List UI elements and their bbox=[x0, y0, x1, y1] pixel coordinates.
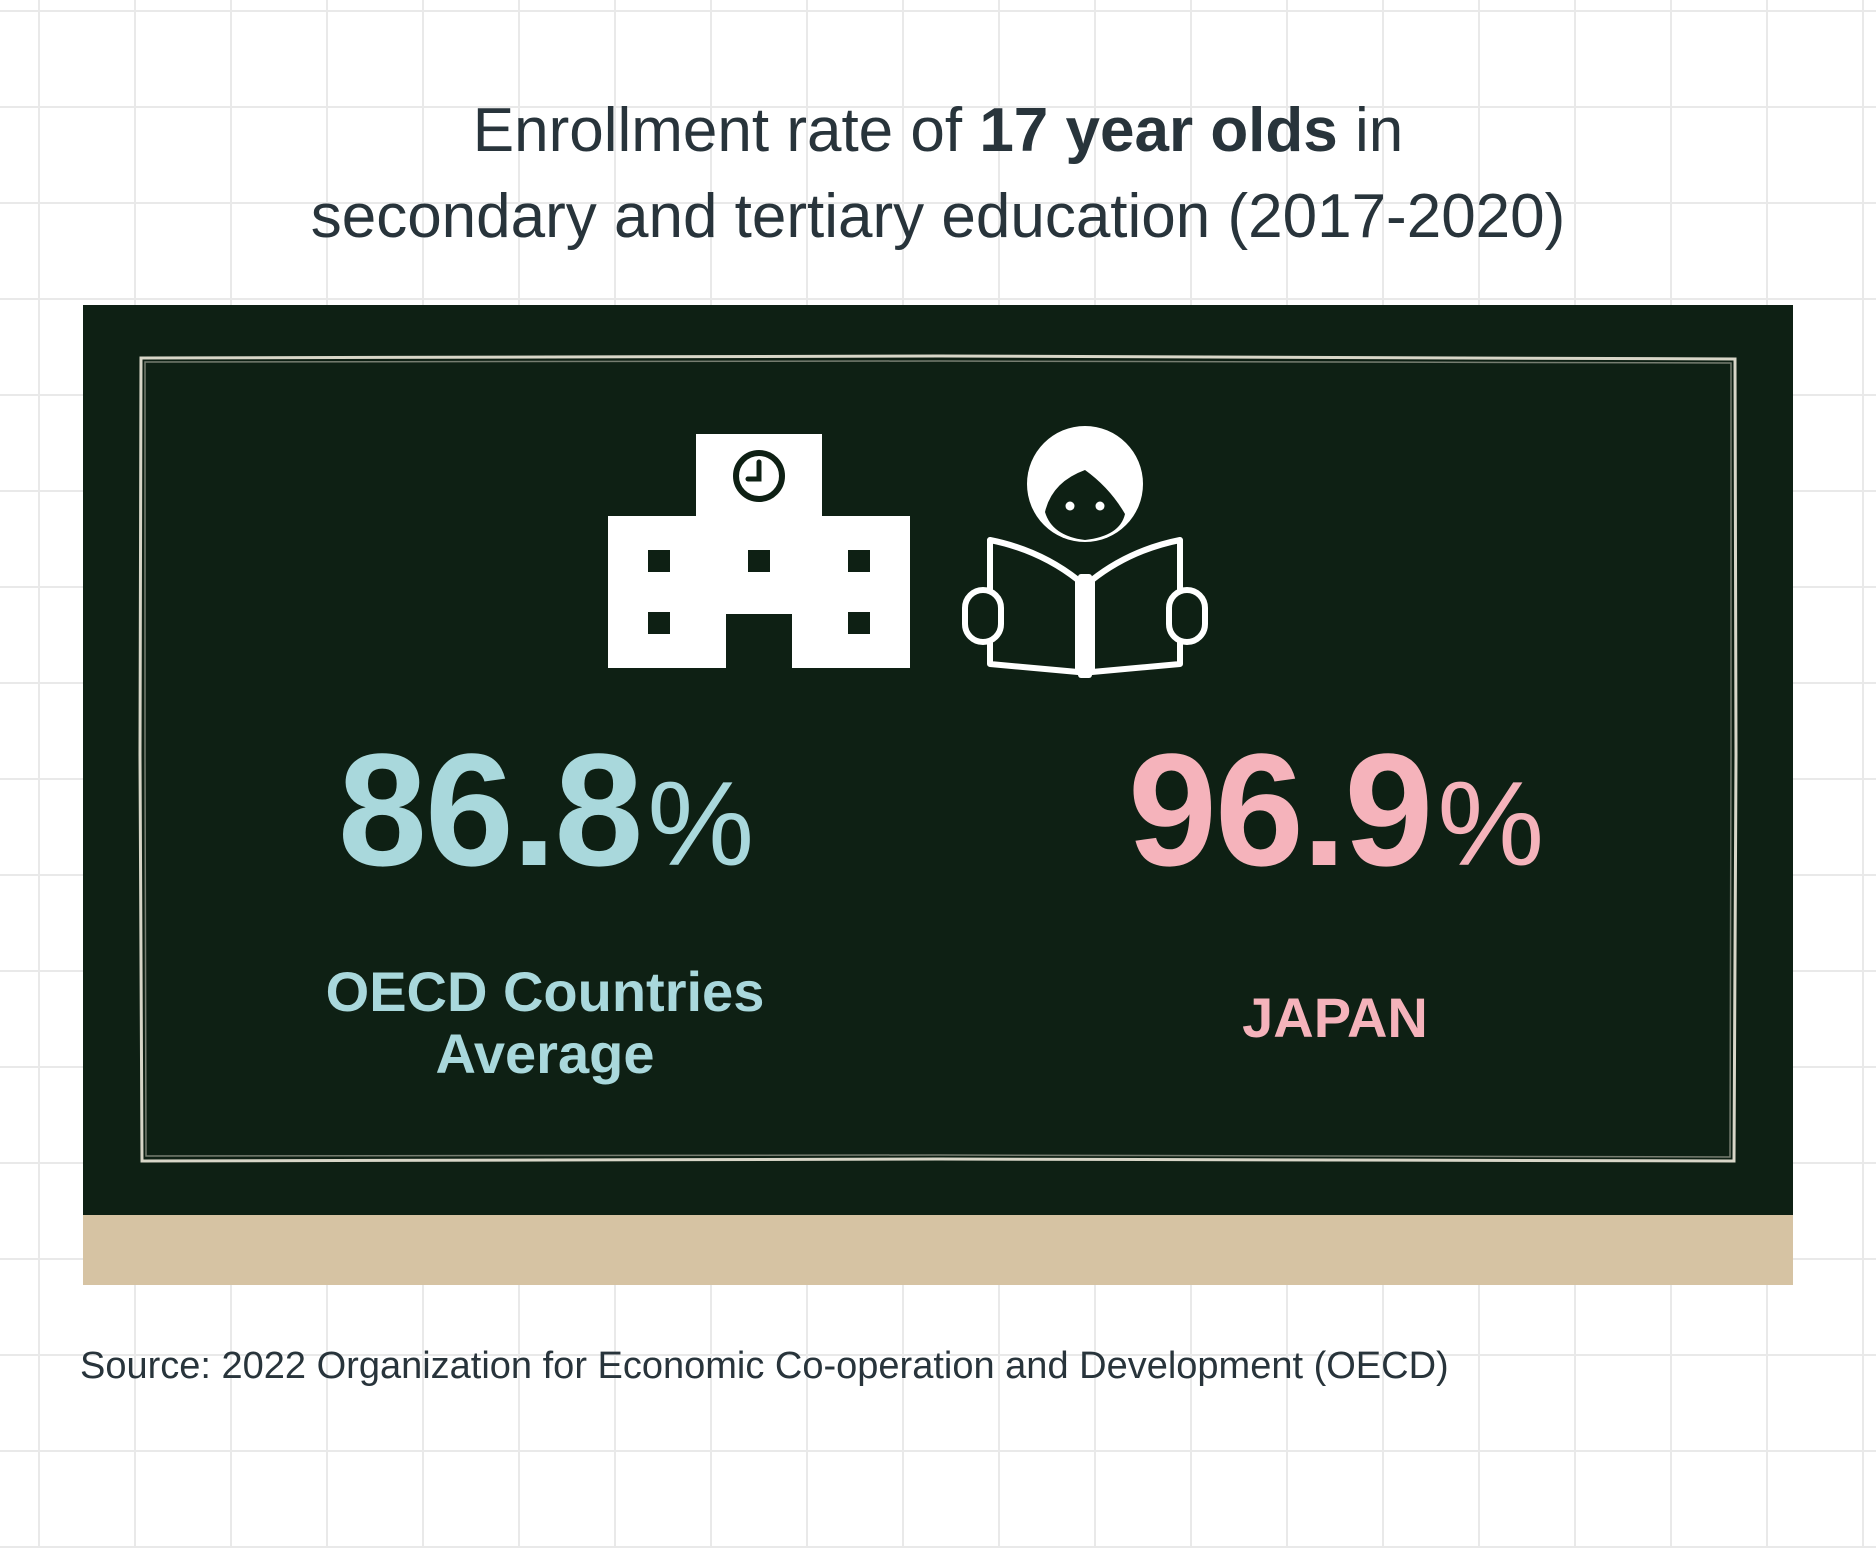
chalkboard-ledge bbox=[83, 1215, 1793, 1285]
title-line-2: secondary and tertiary education (2017-2… bbox=[310, 182, 1566, 251]
source-citation: Source: 2022 Organization for Economic C… bbox=[80, 1345, 1449, 1387]
infographic-title: Enrollment rate of 17 year olds in secon… bbox=[0, 88, 1876, 260]
title-line-1: Enrollment rate of 17 year olds in bbox=[472, 96, 1404, 165]
chalk-frame bbox=[138, 354, 1738, 1163]
title-emphasis: 17 year olds bbox=[979, 96, 1338, 165]
oecd-average-stat: 86.8% OECD Countries Average bbox=[230, 725, 860, 1085]
oecd-average-value: 86.8% bbox=[337, 720, 754, 899]
school-building-icon bbox=[608, 434, 910, 668]
japan-label: JAPAN bbox=[1242, 986, 1428, 1049]
student-reading-icon bbox=[962, 426, 1208, 678]
japan-percent-sign: % bbox=[1437, 757, 1544, 891]
japan-stat: 96.9% JAPAN bbox=[1030, 725, 1640, 1049]
japan-value: 96.9% bbox=[1127, 720, 1544, 899]
oecd-percent-sign: % bbox=[647, 757, 754, 891]
oecd-average-label: OECD Countries Average bbox=[325, 960, 765, 1085]
chalkboard bbox=[83, 305, 1793, 1215]
